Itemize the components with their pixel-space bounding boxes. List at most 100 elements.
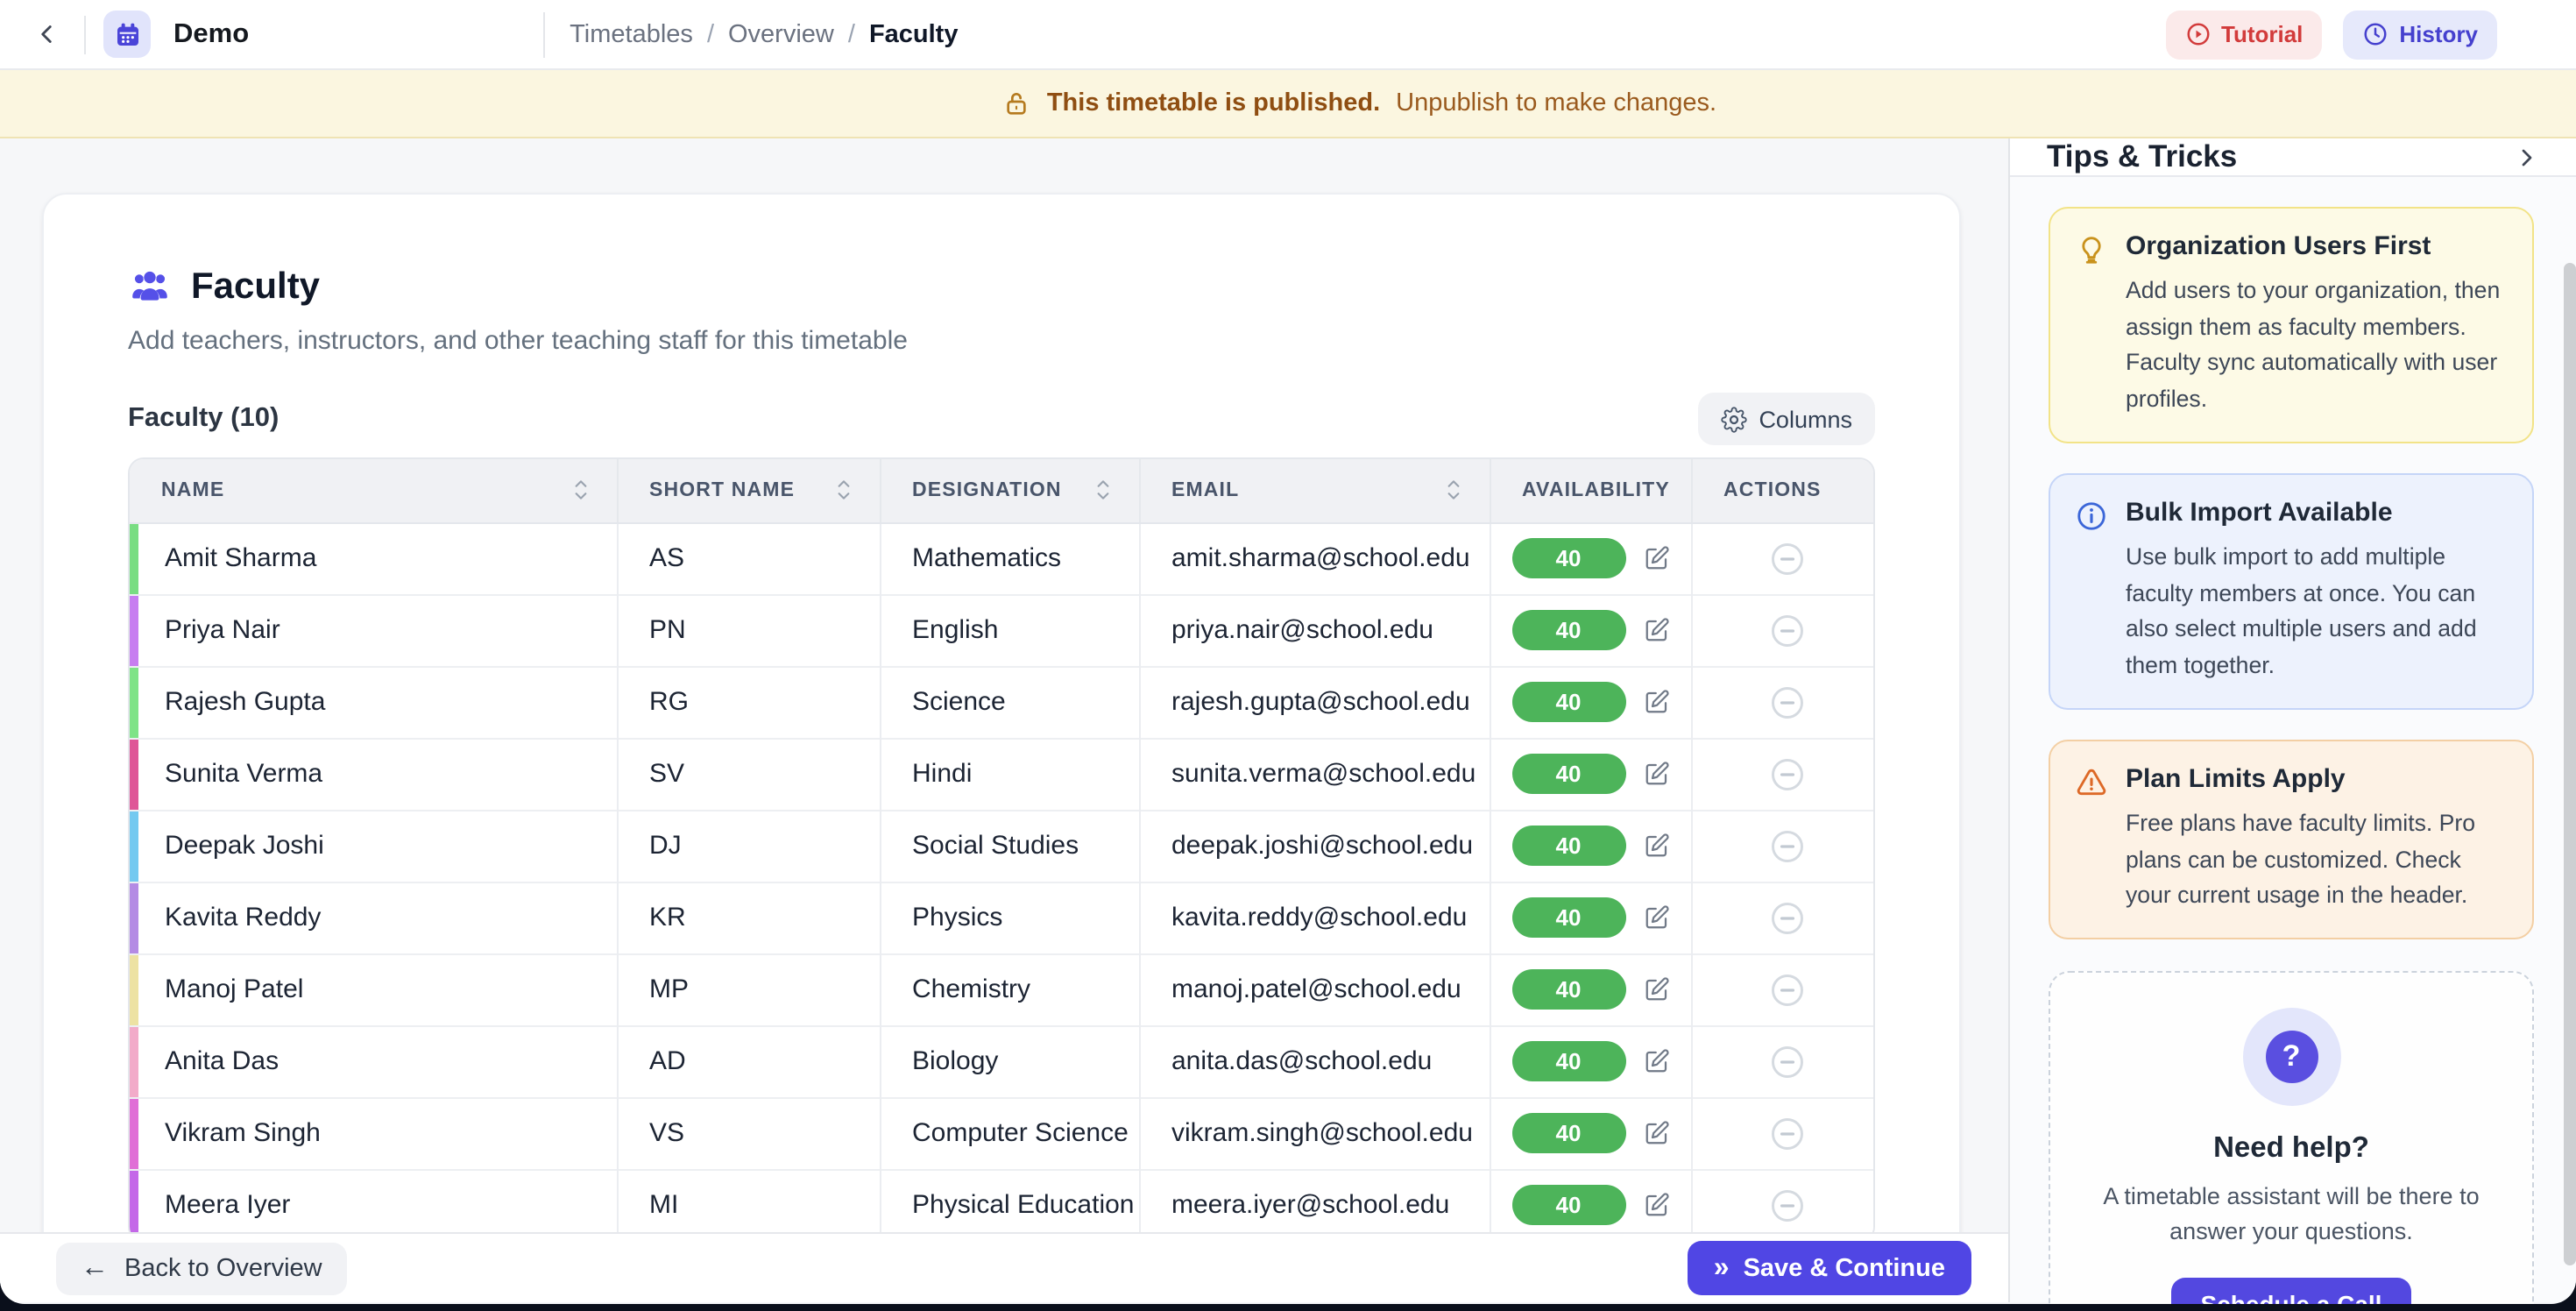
- edit-availability-button[interactable]: [1643, 833, 1669, 859]
- cell-short-name: AS: [617, 522, 881, 594]
- breadcrumb-timetables[interactable]: Timetables: [570, 20, 693, 48]
- faculty-table: NAME SHORT NAME DESIGNATION EMAIL: [128, 457, 1875, 1243]
- edit-availability-button[interactable]: [1643, 976, 1669, 1003]
- warning-triangle-icon: [2077, 769, 2106, 795]
- pencil-edit-icon: [1645, 618, 1668, 641]
- row-color-stripe: [130, 1099, 138, 1168]
- column-header[interactable]: NAME: [130, 459, 618, 523]
- chevron-right-icon: [2522, 148, 2532, 166]
- pencil-edit-icon: [1645, 546, 1668, 570]
- column-header[interactable]: EMAIL: [1139, 459, 1490, 523]
- column-header[interactable]: ACTIONS: [1691, 459, 1873, 523]
- clock-icon: [2364, 23, 2387, 46]
- back-to-overview-button[interactable]: ← Back to Overview: [56, 1242, 347, 1294]
- column-header[interactable]: AVAILABILITY: [1490, 459, 1692, 523]
- tips-header: Tips & Tricks: [2010, 138, 2576, 177]
- cell-actions: [1691, 737, 1873, 810]
- cell-short-name: SV: [617, 737, 881, 810]
- tutorial-button[interactable]: Tutorial: [2165, 10, 2323, 59]
- columns-label: Columns: [1759, 406, 1852, 432]
- remove-faculty-button[interactable]: [1723, 1114, 1852, 1152]
- cell-availability: 40: [1490, 1024, 1692, 1097]
- column-header[interactable]: DESIGNATION: [880, 459, 1140, 523]
- pencil-edit-icon: [1645, 977, 1668, 1001]
- availability-badge: 40: [1511, 969, 1625, 1010]
- collapse-sidebar-button[interactable]: [2513, 143, 2541, 171]
- remove-faculty-button[interactable]: [1723, 611, 1852, 649]
- breadcrumb-faculty: Faculty: [868, 20, 959, 48]
- row-color-stripe: [130, 668, 138, 737]
- breadcrumb-separator: /: [706, 20, 714, 48]
- cell-availability: 40: [1490, 522, 1692, 594]
- edit-availability-button[interactable]: [1643, 1048, 1669, 1074]
- cell-actions: [1691, 881, 1873, 953]
- edit-availability-button[interactable]: [1643, 904, 1669, 931]
- availability-badge: 40: [1511, 538, 1625, 578]
- edit-availability-button[interactable]: [1643, 545, 1669, 571]
- tips-body: Organization Users First Add users to yo…: [2010, 177, 2576, 1304]
- cell-short-name: RG: [617, 665, 881, 738]
- topbar-divider: [84, 15, 86, 53]
- tips-sidebar: Tips & Tricks: [2008, 138, 2576, 1304]
- remove-faculty-button[interactable]: [1723, 539, 1852, 578]
- timetable-title: Demo: [173, 18, 250, 48]
- banner-unpublish-text[interactable]: Unpublish to make changes.: [1396, 89, 1717, 117]
- remove-faculty-button[interactable]: [1723, 826, 1852, 865]
- history-button[interactable]: History: [2343, 10, 2497, 59]
- cell-name: Priya Nair: [130, 593, 618, 666]
- cell-name: Sunita Verma: [130, 737, 618, 810]
- timetable-calendar-icon: [103, 11, 151, 58]
- banner-published-text: This timetable is published.: [1046, 89, 1381, 117]
- back-chevron-button[interactable]: [25, 13, 67, 55]
- schedule-call-button[interactable]: Schedule a Call: [2170, 1277, 2412, 1304]
- cell-designation: Social Studies: [880, 809, 1140, 882]
- cell-designation: Chemistry: [880, 953, 1140, 1025]
- row-color-stripe: [130, 811, 138, 881]
- play-circle-icon: [2186, 23, 2209, 46]
- breadcrumb-overview[interactable]: Overview: [728, 20, 834, 48]
- tip-card: Plan Limits Apply Free plans have facult…: [2049, 739, 2534, 940]
- tip-card: Bulk Import Available Use bulk import to…: [2049, 472, 2534, 710]
- edit-availability-button[interactable]: [1643, 689, 1669, 715]
- cell-name: Vikram Singh: [130, 1096, 618, 1169]
- cell-actions: [1691, 665, 1873, 738]
- remove-faculty-button[interactable]: [1723, 1187, 1852, 1225]
- cell-availability: 40: [1490, 809, 1692, 882]
- remove-faculty-button[interactable]: [1723, 898, 1852, 937]
- remove-faculty-button[interactable]: [1723, 755, 1852, 793]
- cell-short-name: KR: [617, 881, 881, 953]
- edit-availability-button[interactable]: [1643, 1193, 1669, 1219]
- cell-availability: 40: [1490, 953, 1692, 1025]
- topbar-actions: Tutorial History: [2165, 10, 2497, 59]
- content-area: Faculty Add teachers, instructors, and o…: [0, 138, 2576, 1304]
- remove-faculty-button[interactable]: [1723, 1042, 1852, 1081]
- row-color-stripe: [130, 740, 138, 809]
- sort-icon: [1096, 480, 1108, 500]
- cell-actions: [1691, 1168, 1873, 1241]
- cell-actions: [1691, 593, 1873, 666]
- remove-faculty-button[interactable]: [1723, 683, 1852, 721]
- minus-circle-icon: [1772, 758, 1804, 790]
- minus-circle-icon: [1772, 686, 1804, 718]
- cell-short-name: AD: [617, 1024, 881, 1097]
- faculty-table-body: Amit Sharma AS Mathematics amit.sharma@s…: [130, 522, 1873, 1241]
- column-header[interactable]: SHORT NAME: [617, 459, 881, 523]
- remove-faculty-button[interactable]: [1723, 970, 1852, 1009]
- main-area: Faculty Add teachers, instructors, and o…: [0, 138, 2008, 1302]
- cell-designation: Mathematics: [880, 522, 1140, 594]
- cell-name: Anita Das: [130, 1024, 618, 1097]
- table-row: Deepak Joshi DJ Social Studies deepak.jo…: [130, 809, 1873, 882]
- sidebar-scrollbar[interactable]: [2563, 263, 2575, 1265]
- need-help-title: Need help?: [2213, 1132, 2369, 1165]
- edit-availability-button[interactable]: [1643, 617, 1669, 643]
- cell-email: manoj.patel@school.edu: [1139, 953, 1490, 1025]
- columns-button[interactable]: Columns: [1697, 393, 1875, 445]
- edit-availability-button[interactable]: [1643, 761, 1669, 787]
- cell-name: Manoj Patel: [130, 953, 618, 1025]
- save-continue-button[interactable]: » Save & Continue: [1687, 1241, 1971, 1295]
- page-title: Faculty: [191, 266, 321, 306]
- row-color-stripe: [130, 523, 138, 593]
- cell-name: Amit Sharma: [130, 522, 618, 594]
- edit-availability-button[interactable]: [1643, 1120, 1669, 1146]
- table-row: Sunita Verma SV Hindi sunita.verma@schoo…: [130, 737, 1873, 810]
